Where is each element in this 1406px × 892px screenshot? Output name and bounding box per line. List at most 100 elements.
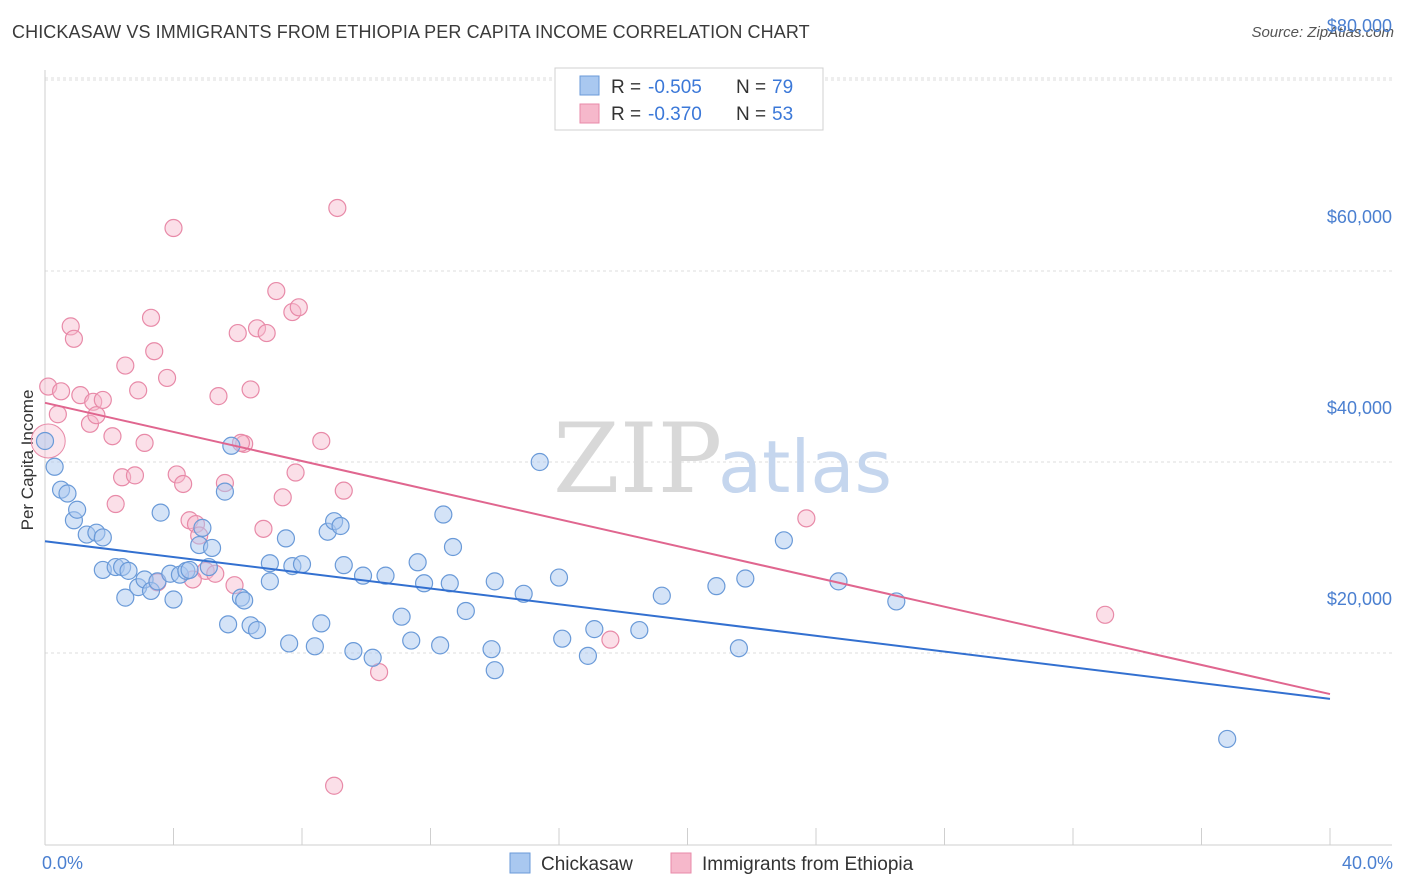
ethiopia-point-17: [141, 308, 161, 327]
chickasaw-point-77: [1218, 729, 1237, 749]
ethiopia-point-15: [129, 381, 148, 400]
chickasaw-point-66: [553, 629, 572, 648]
chickasaw-point-67: [578, 646, 598, 665]
ethiopia-point-13: [116, 356, 135, 375]
ethiopia-point-22: [167, 465, 186, 484]
legend-swatch-ethiopia: [579, 103, 600, 124]
watermark-atlas: atlas: [718, 425, 892, 509]
chickasaw-point-55: [431, 636, 450, 655]
y-axis-title: Per Capita Income: [18, 390, 37, 531]
chickasaw-point-74: [774, 531, 793, 550]
chickasaw-point-3: [58, 484, 77, 503]
chickasaw-point-60: [482, 640, 501, 659]
ethiopia-point-43: [312, 431, 331, 451]
ethiopia-point-37: [257, 323, 276, 343]
watermark-zip: ZIP: [553, 403, 722, 515]
y-tick-label-40000: $40,000: [1327, 398, 1392, 418]
trend-line-chickasaw: [44, 540, 1331, 700]
series-chickasaw-points: [35, 431, 1237, 749]
ethiopia-point-49: [797, 509, 816, 528]
chickasaw-point-65: [549, 568, 569, 587]
ethiopia-point-4: [64, 329, 84, 348]
chickasaw-point-41: [305, 637, 324, 656]
trend-line-ethiopia: [44, 401, 1331, 696]
chickasaw-point-46: [334, 556, 353, 575]
chickasaw-point-12: [116, 588, 135, 607]
ethiopia-point-32: [228, 323, 247, 343]
chickasaw-point-71: [707, 577, 726, 596]
legend-r-value-2: -0.370: [648, 104, 702, 125]
bottom-legend-ethiopia: Immigrants from Ethiopia: [702, 854, 914, 875]
y-tick-label-80000: $80,000: [1327, 16, 1392, 36]
legend-r-label-2: R =: [611, 104, 641, 125]
chickasaw-point-51: [392, 607, 411, 626]
chickasaw-point-28: [215, 482, 234, 501]
ethiopia-point-46: [325, 776, 344, 795]
chickasaw-point-29: [219, 615, 238, 634]
ethiopia-point-16: [135, 433, 154, 452]
chickasaw-point-53: [408, 553, 427, 572]
y-tick-label-20000: $20,000: [1327, 589, 1392, 609]
ethiopia-point-41: [289, 298, 308, 317]
chickasaw-point-68: [585, 620, 604, 639]
ethiopia-point-23: [174, 474, 193, 494]
chickasaw-point-73: [736, 569, 755, 588]
bottom-legend-swatch-chickasaw: [509, 852, 531, 874]
chickasaw-point-38: [280, 634, 299, 653]
ethiopia-point-50: [1096, 605, 1115, 624]
chickasaw-point-25: [193, 518, 212, 537]
y-tick-labels: $20,000 $40,000 $60,000 $80,000: [1327, 16, 1392, 609]
ethiopia-point-36: [254, 519, 273, 538]
ethiopia-point-34: [241, 380, 260, 399]
chickasaw-point-32: [235, 591, 254, 610]
ethiopia-point-21: [164, 218, 183, 238]
ethiopia-point-14: [125, 466, 145, 485]
chickasaw-point-52: [402, 631, 421, 650]
chickasaw-point-63: [514, 584, 533, 603]
ethiopia-point-48: [601, 630, 620, 649]
ethiopia-point-1: [48, 405, 67, 424]
chickasaw-point-72: [729, 639, 749, 658]
ethiopia-point-11: [106, 494, 125, 514]
chickasaw-point-0: [35, 431, 55, 451]
trend-lines: [44, 401, 1331, 700]
chickasaw-point-23: [180, 560, 199, 580]
ethiopia-point-20: [157, 368, 177, 388]
ethiopia-point-35: [247, 319, 267, 338]
chickasaw-point-56: [434, 505, 453, 524]
chickasaw-point-62: [485, 661, 504, 680]
y-tick-label-60000: $60,000: [1327, 207, 1392, 227]
legend-n-value-1: 79: [772, 77, 793, 98]
ethiopia-point-9: [93, 390, 112, 410]
chickasaw-point-42: [312, 614, 331, 633]
ethiopia-point-44: [328, 198, 347, 218]
chickasaw-point-18: [151, 503, 170, 522]
ethiopia-point-38: [267, 281, 286, 301]
x-tick-labels: 0.0% 40.0%: [42, 853, 1393, 873]
chickasaw-point-59: [456, 601, 475, 621]
chickasaw-point-13: [119, 561, 138, 580]
x-tick-label-min: 0.0%: [42, 853, 83, 873]
legend-n-value-2: 53: [772, 104, 793, 125]
chickasaw-point-70: [652, 586, 671, 605]
x-tick-label-max: 40.0%: [1342, 853, 1393, 873]
chickasaw-point-1: [45, 457, 64, 476]
chickasaw-point-64: [530, 452, 549, 472]
ethiopia-point-2: [51, 382, 71, 401]
legend-n-label-2: N =: [736, 104, 766, 125]
chickasaw-point-37: [276, 529, 296, 548]
chickasaw-point-8: [93, 528, 112, 547]
legend-r-label-1: R =: [611, 77, 641, 98]
chickasaw-point-20: [164, 590, 183, 609]
ethiopia-point-45: [334, 481, 353, 500]
bottom-legend-chickasaw: Chickasaw: [541, 854, 633, 875]
chickasaw-point-5: [68, 500, 87, 519]
ethiopia-point-29: [209, 387, 228, 406]
legend-r-value-1: -0.505: [648, 77, 702, 98]
legend-box: [554, 67, 824, 131]
ethiopia-point-39: [273, 488, 292, 507]
chickasaw-point-61: [485, 572, 504, 591]
ethiopia-point-10: [103, 427, 122, 446]
chickasaw-point-47: [344, 641, 363, 661]
